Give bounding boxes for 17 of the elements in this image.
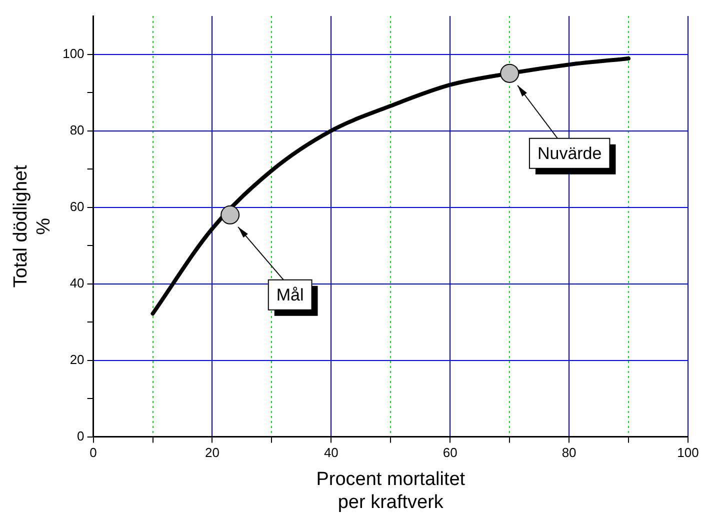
x-tick-label: 0: [90, 445, 97, 460]
y-tick-label: 60: [70, 198, 84, 214]
x-tick-label: 40: [324, 445, 338, 460]
x-axis-title: Procent mortalitet per kraftverk: [316, 469, 466, 513]
x-tick-label: 20: [205, 445, 220, 460]
y-tick-label: 80: [70, 122, 84, 138]
x-tick-label: 60: [442, 445, 458, 460]
annotation: Mål: [276, 286, 304, 305]
y-axis-title: Total dödlighet %: [10, 164, 54, 288]
y-tick-label: 20: [70, 352, 84, 367]
y-tick-label: 0: [77, 428, 84, 444]
annotation: Nuvärde: [537, 144, 602, 164]
x-tick-label: 100: [677, 445, 699, 460]
y-tick-label: 100: [62, 46, 84, 61]
y-tick-label: 40: [70, 275, 84, 290]
x-tick-label: 80: [562, 445, 576, 460]
line-series: [150, 56, 631, 316]
